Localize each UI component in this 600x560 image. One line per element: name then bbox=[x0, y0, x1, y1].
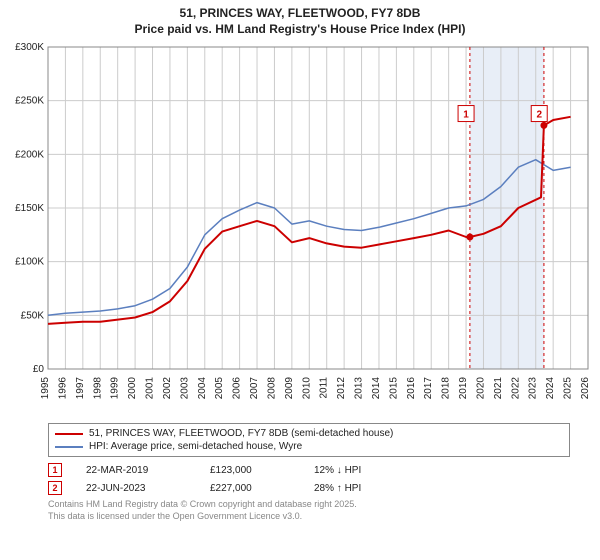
svg-text:2003: 2003 bbox=[179, 377, 190, 400]
legend-row-2: HPI: Average price, semi-detached house,… bbox=[55, 440, 563, 453]
legend-swatch-2 bbox=[55, 446, 83, 448]
svg-text:2014: 2014 bbox=[371, 377, 382, 400]
svg-text:£50K: £50K bbox=[21, 311, 45, 322]
svg-text:1997: 1997 bbox=[75, 377, 86, 400]
footnote-line1: Contains HM Land Registry data © Crown c… bbox=[48, 499, 570, 511]
svg-text:£100K: £100K bbox=[15, 257, 44, 268]
svg-text:2004: 2004 bbox=[197, 377, 208, 400]
svg-text:2021: 2021 bbox=[493, 377, 504, 400]
chart-title-line1: 51, PRINCES WAY, FLEETWOOD, FY7 8DB bbox=[4, 6, 596, 22]
svg-text:1995: 1995 bbox=[40, 377, 51, 400]
footnote: Contains HM Land Registry data © Crown c… bbox=[48, 499, 570, 522]
marker-badge-1: 1 bbox=[48, 463, 62, 477]
legend-label-2: HPI: Average price, semi-detached house,… bbox=[89, 441, 302, 452]
svg-text:2001: 2001 bbox=[145, 377, 156, 400]
transaction-row: 1 22-MAR-2019 £123,000 12% ↓ HPI bbox=[48, 461, 570, 479]
transaction-date: 22-MAR-2019 bbox=[86, 465, 186, 476]
svg-text:2016: 2016 bbox=[406, 377, 417, 400]
transaction-date: 22-JUN-2023 bbox=[86, 483, 186, 494]
marker-badge-2: 2 bbox=[48, 481, 62, 495]
footnote-line2: This data is licensed under the Open Gov… bbox=[48, 511, 570, 523]
chart-title-line2: Price paid vs. HM Land Registry's House … bbox=[4, 22, 596, 38]
svg-text:2008: 2008 bbox=[266, 377, 277, 400]
svg-text:2020: 2020 bbox=[475, 377, 486, 400]
svg-text:1: 1 bbox=[463, 110, 469, 121]
legend-row-1: 51, PRINCES WAY, FLEETWOOD, FY7 8DB (sem… bbox=[55, 427, 563, 440]
svg-text:2018: 2018 bbox=[441, 377, 452, 400]
svg-text:2002: 2002 bbox=[162, 377, 173, 400]
transaction-pct: 12% ↓ HPI bbox=[314, 465, 434, 476]
svg-text:2006: 2006 bbox=[232, 377, 243, 400]
transaction-table: 1 22-MAR-2019 £123,000 12% ↓ HPI 2 22-JU… bbox=[48, 461, 570, 497]
transaction-pct: 28% ↑ HPI bbox=[314, 483, 434, 494]
svg-text:2009: 2009 bbox=[284, 377, 295, 400]
legend: 51, PRINCES WAY, FLEETWOOD, FY7 8DB (sem… bbox=[48, 423, 570, 457]
svg-text:2024: 2024 bbox=[545, 377, 556, 400]
svg-text:2011: 2011 bbox=[319, 377, 330, 399]
svg-text:£150K: £150K bbox=[15, 203, 44, 214]
legend-label-1: 51, PRINCES WAY, FLEETWOOD, FY7 8DB (sem… bbox=[89, 428, 393, 439]
svg-text:2: 2 bbox=[536, 110, 542, 121]
transaction-row: 2 22-JUN-2023 £227,000 28% ↑ HPI bbox=[48, 479, 570, 497]
svg-text:2005: 2005 bbox=[214, 377, 225, 400]
svg-text:2013: 2013 bbox=[354, 377, 365, 400]
chart-area: £0 £50K £100K £150K £200K £250K £300K 1995 1996 1… bbox=[6, 39, 596, 419]
svg-text:2022: 2022 bbox=[510, 377, 521, 400]
transaction-price: £123,000 bbox=[210, 465, 290, 476]
svg-text:1998: 1998 bbox=[92, 377, 103, 400]
svg-text:£250K: £250K bbox=[15, 96, 44, 107]
svg-text:2023: 2023 bbox=[528, 377, 539, 400]
svg-text:£200K: £200K bbox=[15, 150, 44, 161]
svg-text:£300K: £300K bbox=[15, 42, 44, 53]
transaction-price: £227,000 bbox=[210, 483, 290, 494]
svg-text:2000: 2000 bbox=[127, 377, 138, 400]
legend-swatch-1 bbox=[55, 433, 83, 435]
svg-text:2017: 2017 bbox=[423, 377, 434, 400]
svg-text:2015: 2015 bbox=[388, 377, 399, 400]
svg-text:1996: 1996 bbox=[57, 377, 68, 400]
svg-text:2010: 2010 bbox=[301, 377, 312, 400]
svg-text:2025: 2025 bbox=[563, 377, 574, 400]
svg-text:2012: 2012 bbox=[336, 377, 347, 400]
svg-text:2007: 2007 bbox=[249, 377, 260, 400]
svg-text:2019: 2019 bbox=[458, 377, 469, 400]
svg-text:2026: 2026 bbox=[580, 377, 591, 400]
svg-text:1999: 1999 bbox=[110, 377, 121, 400]
svg-text:£0: £0 bbox=[33, 364, 45, 375]
